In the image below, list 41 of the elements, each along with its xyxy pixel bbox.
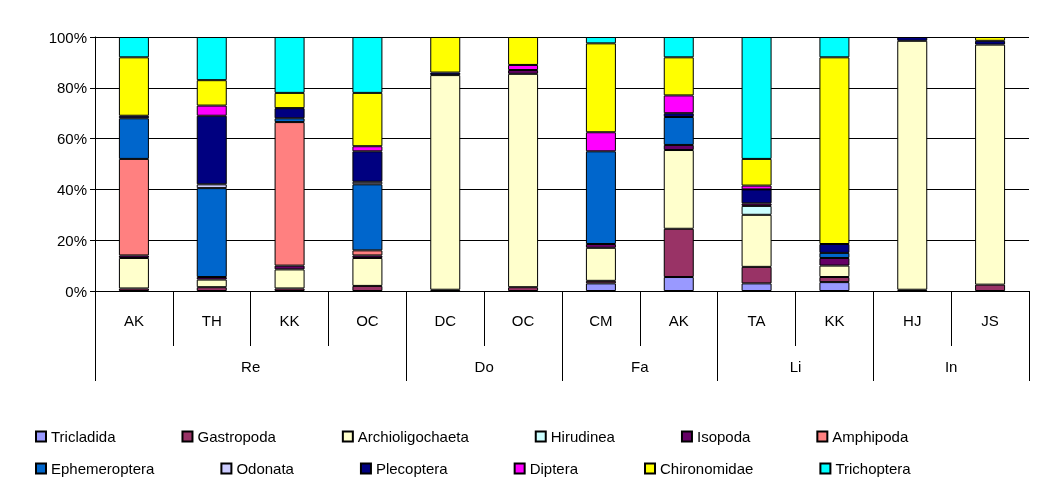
- legend-label: Isopoda: [696, 428, 751, 445]
- legend-label: Ephemeroptera: [51, 460, 156, 477]
- bar: [741, 189, 772, 204]
- legend-label: Diptera: [529, 460, 579, 477]
- text: Fa: [631, 358, 650, 375]
- y-tick-label: 0%: [65, 282, 87, 300]
- legend-label: Gastropoda: [197, 428, 277, 445]
- text: Do: [474, 358, 494, 375]
- text: Li: [789, 358, 802, 375]
- text: Re: [241, 358, 261, 375]
- bar: [585, 247, 616, 281]
- legend-label: Tricladida: [51, 428, 117, 445]
- x-tick-label: CM: [589, 312, 613, 329]
- x-tick-label: JS: [981, 312, 999, 329]
- bar: [196, 279, 227, 288]
- x-tick-label: TH: [201, 312, 222, 329]
- bar: [118, 257, 149, 289]
- bar: [585, 283, 616, 291]
- x-tick-label: AK: [668, 312, 689, 329]
- x-tick-label: KK: [824, 312, 845, 329]
- legend-label: Amphipoda: [832, 428, 909, 445]
- y-tick-label: 100%: [48, 28, 87, 46]
- x-tick-label: AK: [123, 312, 144, 329]
- x-tick-label: TA: [747, 312, 766, 329]
- legend-label: Trichoptera: [835, 460, 912, 477]
- y-tick-label: 20%: [56, 231, 87, 249]
- legend-label: Hirudinea: [550, 428, 616, 445]
- y-tick-label: 60%: [56, 130, 87, 148]
- x-tick-label: OC: [356, 312, 379, 329]
- legend-label: Plecoptera: [375, 460, 449, 477]
- y-tick-label: 40%: [56, 180, 87, 198]
- x-tick-label: HJ: [903, 312, 922, 329]
- legend-label: Odonata: [236, 460, 295, 477]
- legend-label: Archioligochaeta: [357, 428, 470, 445]
- legend-label: Chironomidae: [660, 460, 754, 477]
- x-tick-label: OC: [511, 312, 535, 329]
- x-tick-label: KK: [279, 312, 300, 329]
- text: In: [944, 358, 958, 375]
- y-tick-label: 80%: [56, 79, 87, 97]
- x-tick-label: DC: [434, 312, 457, 329]
- bar: [274, 269, 305, 289]
